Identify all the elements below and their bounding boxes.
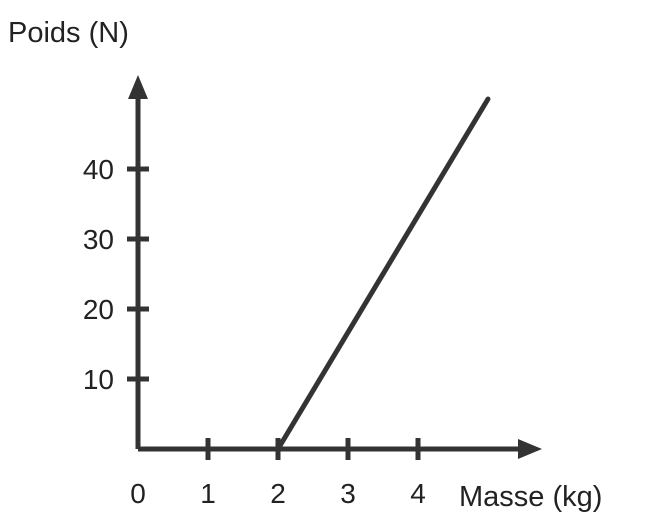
y-tick-label-10: 10	[83, 364, 114, 395]
x-tick-label-2: 2	[270, 478, 286, 509]
y-axis-tick-labels: 10 20 30 40	[83, 154, 114, 395]
x-axis-arrow	[518, 439, 542, 459]
series-line	[275, 96, 491, 452]
y-tick-label-40: 40	[83, 154, 114, 185]
y-tick-label-30: 30	[83, 224, 114, 255]
x-tick-label-4: 4	[410, 478, 426, 509]
y-axis-label: Poids (N)	[8, 17, 129, 49]
x-axis-ticks	[205, 438, 421, 460]
x-tick-label-1: 1	[200, 478, 216, 509]
y-axis-ticks	[127, 166, 149, 382]
y-axis-arrow	[128, 75, 148, 99]
x-axis-label: Masse (kg)	[459, 481, 602, 513]
x-tick-label-0: 0	[130, 478, 146, 509]
x-axis-tick-labels: 0 1 2 3 4	[130, 478, 426, 509]
x-tick-label-3: 3	[340, 478, 356, 509]
y-tick-label-20: 20	[83, 294, 114, 325]
